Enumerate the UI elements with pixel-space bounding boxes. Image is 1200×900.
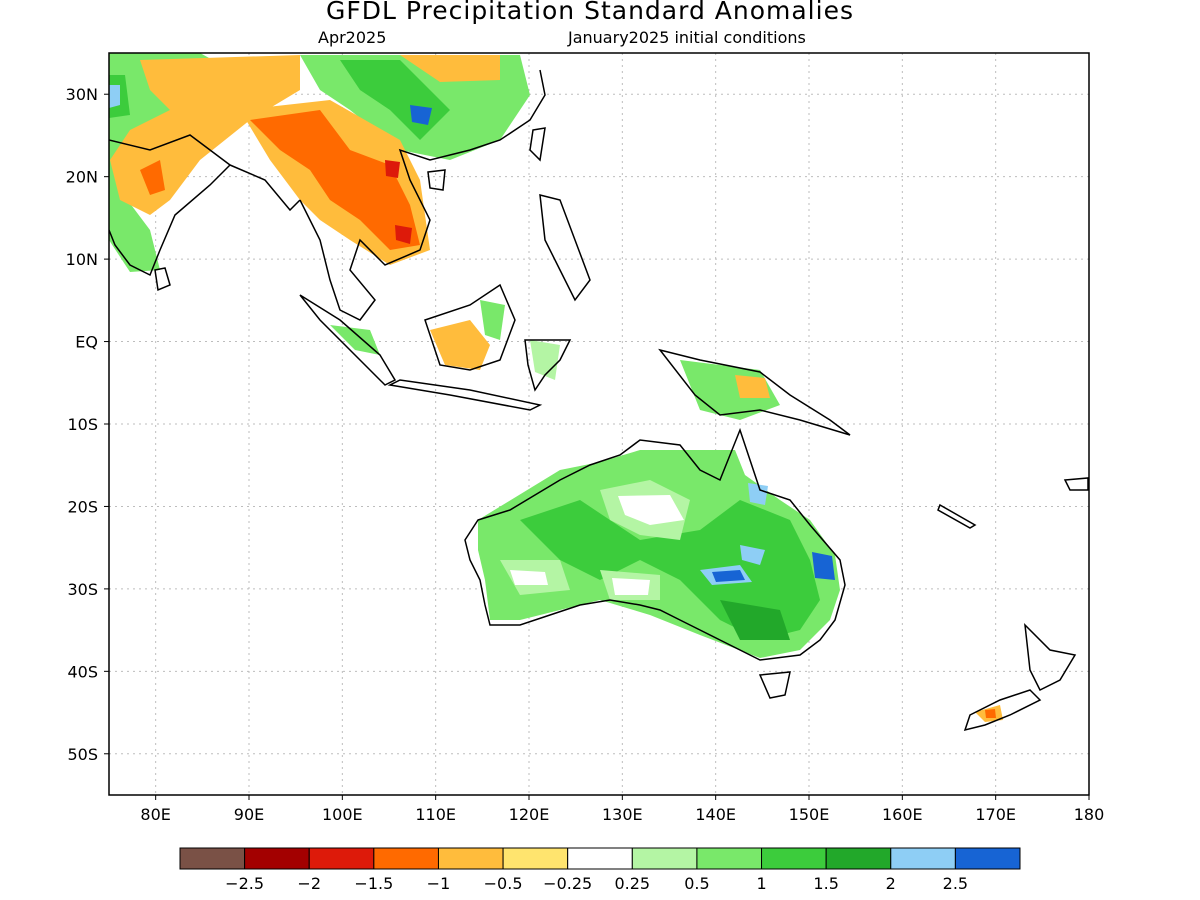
indochina-strong-dry	[250, 110, 420, 250]
lon-tick-label: 80E	[140, 805, 170, 824]
lat-tick-label: 10S	[67, 415, 98, 434]
valid-month: Apr2025	[318, 28, 387, 47]
australia-neutral	[510, 495, 684, 595]
lon-tick-label: 90E	[234, 805, 264, 824]
lat-tick-label: 20N	[66, 168, 98, 187]
australia-dark-wet	[720, 600, 790, 640]
colorbar-label: −1	[427, 874, 451, 893]
coast-srilanka	[154, 267, 171, 292]
borneo-dry	[430, 320, 490, 370]
gridlines	[109, 53, 1090, 795]
coast-tasmania	[758, 671, 791, 699]
colorbar-swatch	[437, 847, 504, 870]
colorbar-swatch	[502, 847, 569, 870]
lat-tick-label: 50S	[67, 745, 98, 764]
lat-tick-label: 10N	[66, 250, 98, 269]
sumatra-wet	[330, 325, 380, 355]
colorbar-swatch	[179, 847, 246, 870]
coast-borneo	[424, 283, 516, 371]
borneo-wet	[480, 300, 505, 340]
colorbar-swatch	[761, 847, 827, 870]
anomaly-shading	[109, 53, 1003, 722]
coast-hainan	[427, 169, 446, 191]
coast-sulawesi	[524, 339, 572, 392]
lon-tick-label: 110E	[415, 805, 456, 824]
coast-fiji	[1063, 477, 1089, 491]
colorbar-label: 0.5	[684, 874, 709, 893]
coast-nz-north	[1024, 622, 1077, 692]
colorbar-swatch	[825, 847, 892, 870]
colorbar-label: −2.5	[225, 874, 264, 893]
coast-taiwan	[529, 127, 546, 162]
colorbar-swatch	[244, 847, 310, 870]
colorbar-label: −0.25	[543, 874, 592, 893]
lon-tick-label: 160E	[882, 805, 923, 824]
coast-australia	[464, 427, 846, 661]
coast-newguinea	[658, 348, 851, 436]
colorbar-label: 1	[756, 874, 766, 893]
coast-indochina	[299, 69, 546, 321]
colorbar-label: 1.5	[813, 874, 838, 893]
newguinea-wet	[680, 360, 780, 420]
newguinea-dry	[735, 375, 770, 398]
lat-tick-label: 20S	[67, 497, 98, 516]
lat-tick-label: 40S	[67, 662, 98, 681]
coast-india	[109, 134, 232, 277]
colorbar-swatch	[373, 847, 439, 870]
map-frame	[108, 52, 1090, 796]
coastlines	[109, 69, 1089, 732]
lon-tick-label: 120E	[509, 805, 550, 824]
china-dry-north	[400, 55, 500, 82]
colorbar-swatch	[631, 847, 698, 870]
lon-tick-label: 100E	[322, 805, 363, 824]
nz-strong-dry	[985, 709, 996, 718]
colorbar-swatch	[890, 847, 956, 870]
coast-sumatra	[299, 294, 397, 386]
colorbar-swatch	[954, 847, 1021, 870]
colorbar-label: −1.5	[354, 874, 393, 893]
colorbar-label: 0.25	[614, 874, 650, 893]
coast-nz-south	[963, 689, 1042, 732]
coast-newcaledonia	[937, 503, 977, 529]
lon-tick-label: 140E	[695, 805, 736, 824]
indochina-severe-dry	[385, 160, 412, 244]
lon-tick-label: 180	[1074, 805, 1105, 824]
australia-very-wet	[700, 483, 768, 585]
coast-burma-bay	[229, 164, 301, 212]
colorbar-label: −2	[297, 874, 321, 893]
longitude-tick-labels: 80E 90E 100E 110E 120E 130E 140E 150E 160E 170E 18…	[140, 795, 1104, 824]
lat-tick-label: EQ	[75, 333, 98, 352]
india-very-wet	[109, 85, 120, 108]
lon-tick-label: 150E	[789, 805, 830, 824]
sulawesi-wet	[530, 340, 560, 380]
map-title: GFDL Precipitation Standard Anomalies	[326, 0, 854, 25]
colorbar-swatch	[567, 847, 633, 870]
coast-java	[387, 379, 543, 411]
colorbar-label: 2	[886, 874, 896, 893]
latitude-tick-labels: 30N 20N 10N EQ 10S 20S 30S 40S 50S	[66, 85, 109, 764]
china-very-wet	[410, 105, 432, 125]
colorbar-label: 2.5	[943, 874, 968, 893]
india-strong-dry	[140, 160, 165, 195]
colorbar-labels: −2.5 −2 −1.5 −1 −0.5 −0.25 0.25 0.5 1 1.5 2 2.5	[225, 874, 968, 893]
australia-extreme-wet	[712, 552, 835, 582]
init-conditions: January2025 initial conditions	[568, 28, 806, 47]
lat-tick-label: 30S	[67, 580, 98, 599]
colorbar	[179, 847, 1021, 870]
lat-tick-label: 30N	[66, 85, 98, 104]
colorbar-label: −0.5	[484, 874, 523, 893]
colorbar-swatch	[308, 847, 375, 870]
lon-tick-label: 170E	[975, 805, 1016, 824]
coast-philippines	[539, 194, 591, 302]
colorbar-swatch	[696, 847, 763, 870]
lon-tick-label: 130E	[602, 805, 643, 824]
